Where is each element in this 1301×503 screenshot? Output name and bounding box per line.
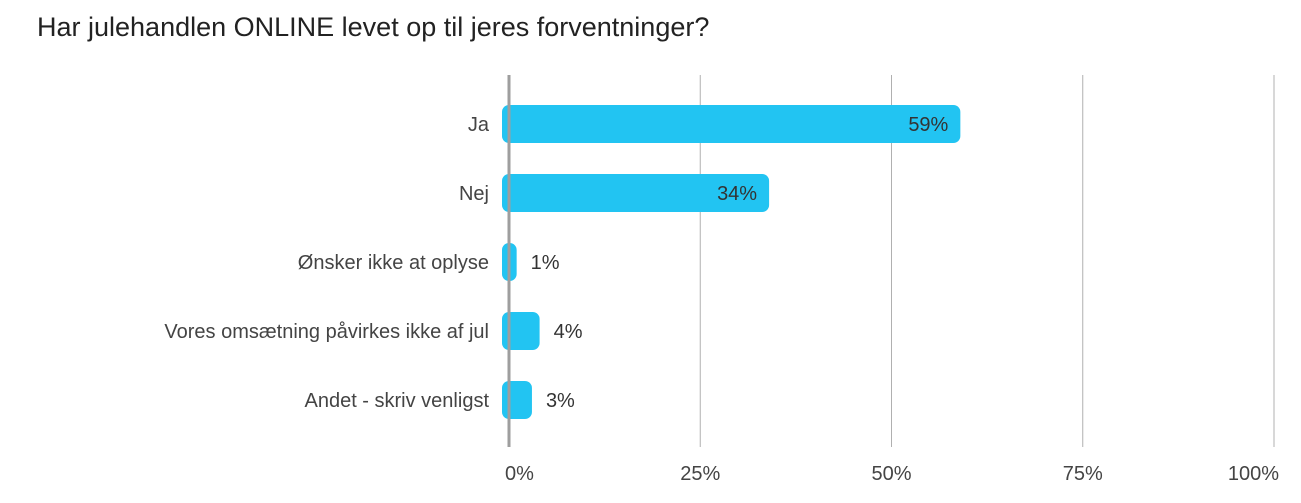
labels: 0% 25% 50% 75% 100% Ja 59% Nej 34% Ønsker ikke at… (164, 114, 1279, 485)
category-label: Vores omsætning påvirkes ikke af jul (164, 321, 489, 343)
category-label: Andet - skriv venligst (304, 390, 489, 412)
chart-title: Har julehandlen ONLINE levet op til jere… (37, 12, 710, 42)
bar (502, 174, 770, 212)
tick-label: 25% (680, 463, 720, 485)
category-label: Ønsker ikke at oplyse (298, 252, 489, 274)
tick-label: 0% (505, 463, 534, 485)
data-label: 1% (531, 252, 560, 274)
category-label: Nej (459, 183, 489, 205)
category-label: Ja (468, 114, 490, 136)
tick-label: 75% (1063, 463, 1103, 485)
bar (502, 381, 532, 419)
bar (502, 312, 540, 350)
data-label: 59% (908, 114, 948, 136)
tick-label: 100% (1228, 463, 1279, 485)
data-label: 3% (546, 390, 575, 412)
bar (502, 105, 961, 143)
bars (502, 105, 961, 419)
data-label: 4% (554, 321, 583, 343)
tick-label: 50% (871, 463, 911, 485)
data-label: 34% (717, 183, 757, 205)
